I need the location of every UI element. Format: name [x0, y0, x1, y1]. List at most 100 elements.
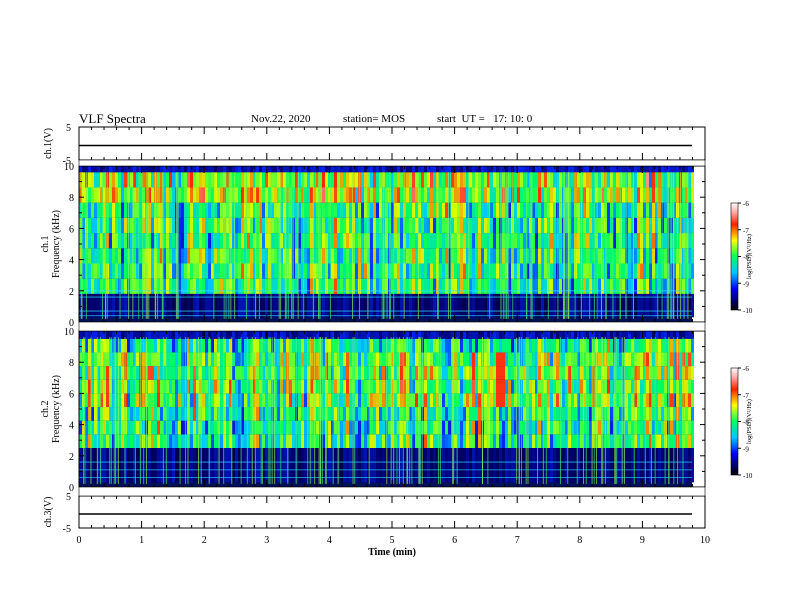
- ch1-spec-cell: [427, 166, 430, 173]
- ch2-spec-cell: [241, 393, 244, 408]
- ch2-spec-cell: [607, 434, 610, 448]
- ch1-spec-cell: [424, 233, 427, 249]
- ch2-spec-cell: [169, 448, 172, 483]
- ch2-spec-cell: [547, 393, 550, 408]
- ch2-spec-cell: [103, 352, 106, 367]
- ch1-spec-cell: [109, 278, 112, 294]
- ch1-spec-cell: [484, 172, 487, 188]
- ch1-spec-cell: [289, 233, 292, 249]
- ch1-spec-cell: [340, 278, 343, 294]
- ch2-spec-cell: [217, 407, 220, 421]
- ch2-spec-cell: [79, 420, 82, 435]
- ch1-spec-cell: [103, 233, 106, 249]
- ch2-spec-cell: [370, 352, 373, 367]
- ch1-spec-cell: [454, 202, 457, 218]
- ch1-spec-cell: [553, 172, 556, 188]
- ch1-spec-cell: [577, 202, 580, 218]
- ch2-spec-cell: [394, 434, 397, 448]
- ch2-spec-cell: [427, 393, 430, 408]
- ch2-spec-cell: [478, 379, 481, 394]
- ch1-spec-cell: [598, 233, 601, 249]
- ch2-spec-cell: [163, 338, 166, 353]
- ch1-spec-cell: [688, 248, 691, 264]
- ch2-spec-cell: [628, 420, 631, 435]
- ch2-spec-cell: [241, 366, 244, 380]
- ch1-spec-cell: [193, 248, 196, 264]
- ch2-spec-cell: [115, 420, 118, 435]
- ch1-spec-cell: [685, 293, 688, 318]
- ch1-spec-cell: [484, 248, 487, 264]
- ch1-spec-colorbar-tick-label: -6: [743, 200, 749, 208]
- ch1-spec-cell: [352, 172, 355, 188]
- ch1-spec-cell: [598, 217, 601, 234]
- ch1-spec-cell: [541, 293, 544, 318]
- ch2-spec-cell: [163, 407, 166, 421]
- ch1-spec-cell: [271, 172, 274, 188]
- ch1-spec-cell: [202, 166, 205, 173]
- ch2-spec-cell: [586, 448, 589, 483]
- ch1-spec-cell: [655, 233, 658, 249]
- ch1-spec-colorbar-tick-label: -7: [743, 227, 749, 235]
- ch2-spec-cell: [307, 352, 310, 367]
- ch2-spec-cell: [280, 366, 283, 380]
- ch2-spec-cell: [532, 338, 535, 353]
- ch2-spec-cell: [112, 448, 115, 483]
- ch1-spec-cell: [217, 233, 220, 249]
- ch2-spec-cell: [613, 331, 616, 339]
- ch1-spec-cell: [616, 293, 619, 318]
- ch2-spec-cell: [220, 366, 223, 380]
- ch2-spec-cell: [211, 331, 214, 339]
- ch2-spec-cell: [196, 338, 199, 353]
- ch1-spec-cell: [349, 202, 352, 218]
- ch2-spec-cell: [148, 434, 151, 448]
- ch1-spec-cell: [205, 187, 208, 203]
- ch1-spec-cell: [328, 217, 331, 234]
- ch2-spec-cell: [358, 366, 361, 380]
- ch2-spec-cell: [274, 379, 277, 394]
- ch1-spec-spike: [671, 172, 673, 319]
- ch1-spec-cell: [481, 263, 484, 279]
- ch1-spec-spike: [605, 172, 607, 319]
- ch1-spec-cell: [148, 217, 151, 234]
- ch1-spec-cell: [88, 233, 91, 249]
- ch1-spec-cell: [241, 233, 244, 249]
- ch2-spec-cell: [244, 420, 247, 435]
- ch2-spec-cell: [118, 420, 121, 435]
- ch1-spec-cell: [514, 217, 517, 234]
- ch1-spec-cell: [367, 248, 370, 264]
- ch2-spec-cell: [391, 366, 394, 380]
- ch1-spec-cell: [151, 172, 154, 188]
- ch1-spec-cell: [403, 166, 406, 173]
- ch1-spec-cell: [118, 166, 121, 173]
- ch2-spec-cell: [424, 352, 427, 367]
- ch1-spec-cell: [418, 278, 421, 294]
- ch2-spec-freq-label: Frequency (kHz): [51, 375, 62, 443]
- ch1-spec-cell: [445, 217, 448, 234]
- ch2-spec-cell: [115, 338, 118, 353]
- ch1-spec-cell: [421, 187, 424, 203]
- ch2-spec-cell: [565, 407, 568, 421]
- ch2-spec-cell: [496, 448, 499, 483]
- ch2-spec-cell: [115, 407, 118, 421]
- ch2-spec-cell: [178, 393, 181, 408]
- ch1-spec-cell: [178, 187, 181, 203]
- ch2-spec-cell: [589, 366, 592, 380]
- ch1-spec-cell: [643, 248, 646, 264]
- ch1-spec-cell: [334, 233, 337, 249]
- ch2-spec-cell: [535, 434, 538, 448]
- ch2-spec-cell: [382, 338, 385, 353]
- ch2-spec-spike: [179, 337, 181, 484]
- ch2-spec-cell: [214, 434, 217, 448]
- ch1-spec-colorbar-tick-label: -8: [743, 254, 749, 262]
- ch2-spec-cell: [115, 379, 118, 394]
- ch1-spec-cell: [313, 278, 316, 294]
- ch2-spec-cell: [298, 448, 301, 483]
- ch2-spec-spike: [274, 337, 276, 484]
- ch1-spec-cell: [610, 202, 613, 218]
- ch2-spec-cell: [532, 379, 535, 394]
- ch2-spec-cell: [202, 352, 205, 367]
- ch1-spec-cell: [568, 263, 571, 279]
- ch2-spec-cell: [274, 338, 277, 353]
- ch2-spec-spike: [583, 337, 585, 484]
- ch1-spec-cell: [289, 217, 292, 234]
